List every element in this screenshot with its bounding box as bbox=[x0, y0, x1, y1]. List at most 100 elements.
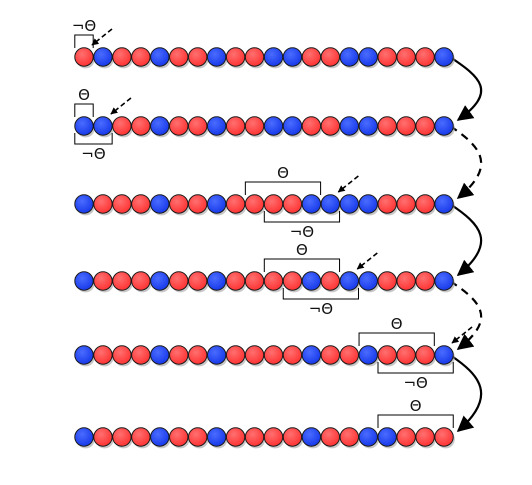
red-ball bbox=[396, 271, 416, 291]
blue-ball bbox=[150, 116, 170, 136]
red-ball bbox=[263, 345, 284, 365]
red-ball bbox=[244, 194, 265, 214]
bracket-below: ¬Θ bbox=[377, 362, 454, 392]
blue-ball bbox=[263, 47, 284, 67]
theta-label: Θ bbox=[296, 241, 308, 259]
red-ball bbox=[93, 194, 113, 214]
blue-ball bbox=[301, 427, 322, 447]
blue-ball bbox=[206, 271, 227, 291]
blue-ball bbox=[339, 271, 359, 291]
solid-transition-arrow bbox=[449, 56, 483, 121]
blue-ball bbox=[339, 47, 359, 67]
chain-row: Θ ¬Θ bbox=[74, 86, 455, 163]
red-ball bbox=[188, 194, 208, 214]
red-ball bbox=[169, 427, 189, 447]
blue-ball bbox=[74, 194, 94, 214]
red-ball bbox=[377, 194, 397, 214]
solid-transition-arrow bbox=[449, 354, 483, 433]
red-ball bbox=[188, 271, 208, 291]
red-ball bbox=[131, 47, 151, 67]
red-ball bbox=[225, 47, 246, 67]
theta-label: Θ bbox=[277, 164, 289, 182]
bracket-above: Θ bbox=[263, 241, 341, 272]
red-ball bbox=[415, 47, 435, 67]
pointer-arrow bbox=[451, 326, 473, 344]
not-theta-label: ¬Θ bbox=[81, 145, 105, 163]
red-ball bbox=[169, 345, 189, 365]
blue-ball bbox=[377, 427, 397, 447]
blue-ball bbox=[282, 47, 303, 67]
red-ball bbox=[244, 116, 265, 136]
blue-ball bbox=[74, 271, 94, 291]
red-ball bbox=[225, 194, 246, 214]
red-ball bbox=[93, 271, 113, 291]
bracket-below: ¬Θ bbox=[263, 211, 341, 241]
pointer-arrow bbox=[356, 252, 378, 270]
dashed-transition-arrow bbox=[449, 280, 483, 350]
red-ball bbox=[396, 427, 416, 447]
red-ball bbox=[74, 47, 94, 67]
red-ball bbox=[263, 427, 284, 447]
red-ball bbox=[339, 345, 359, 365]
red-ball bbox=[415, 116, 435, 136]
blue-ball bbox=[150, 345, 170, 365]
blue-ball bbox=[358, 47, 378, 67]
blue-ball bbox=[358, 271, 378, 291]
red-ball bbox=[112, 47, 132, 67]
red-ball bbox=[131, 271, 151, 291]
red-ball bbox=[301, 116, 322, 136]
bracket-line bbox=[377, 414, 454, 428]
red-ball bbox=[320, 116, 341, 136]
red-ball bbox=[320, 271, 341, 291]
bracket-line bbox=[358, 332, 435, 346]
red-ball bbox=[244, 47, 265, 67]
blue-ball bbox=[301, 271, 322, 291]
red-ball bbox=[93, 345, 113, 365]
bracket-above: ¬Θ bbox=[72, 17, 96, 48]
blue-ball bbox=[434, 271, 454, 291]
red-ball bbox=[225, 271, 246, 291]
blue-ball bbox=[434, 345, 454, 365]
blue-ball bbox=[74, 116, 94, 136]
chain-row: Θ bbox=[74, 397, 455, 449]
red-ball bbox=[415, 271, 435, 291]
red-ball bbox=[415, 194, 435, 214]
red-ball bbox=[131, 345, 151, 365]
red-ball bbox=[339, 427, 359, 447]
blue-ball bbox=[206, 345, 227, 365]
chain-row: Θ ¬Θ bbox=[74, 315, 473, 392]
red-ball bbox=[112, 345, 132, 365]
red-ball bbox=[169, 271, 189, 291]
bracket-above: Θ bbox=[358, 315, 435, 346]
red-ball bbox=[244, 427, 265, 447]
red-ball bbox=[112, 271, 132, 291]
blue-ball bbox=[339, 194, 359, 214]
red-ball bbox=[396, 116, 416, 136]
bracket-line bbox=[263, 258, 341, 272]
pointer-arrow bbox=[91, 28, 113, 46]
bracket-line bbox=[244, 181, 322, 195]
blue-ball bbox=[74, 427, 94, 447]
blue-ball bbox=[263, 116, 284, 136]
red-ball bbox=[320, 47, 341, 67]
not-theta-label: ¬Θ bbox=[403, 374, 427, 392]
red-ball bbox=[282, 194, 303, 214]
red-ball bbox=[131, 427, 151, 447]
red-ball bbox=[282, 271, 303, 291]
blue-ball bbox=[301, 194, 322, 214]
blue-ball bbox=[150, 47, 170, 67]
red-ball bbox=[396, 194, 416, 214]
red-ball bbox=[188, 427, 208, 447]
red-ball bbox=[131, 116, 151, 136]
theta-label: Θ bbox=[78, 86, 90, 104]
blue-ball bbox=[320, 194, 341, 214]
bracket-line bbox=[282, 288, 359, 300]
pointer-arrow bbox=[337, 175, 359, 193]
blue-ball bbox=[434, 116, 454, 136]
blue-ball bbox=[282, 116, 303, 136]
blue-ball bbox=[206, 116, 227, 136]
not-theta-label: ¬Θ bbox=[290, 223, 314, 241]
chain-row: ¬Θ bbox=[72, 17, 455, 69]
red-ball bbox=[415, 345, 435, 365]
red-ball bbox=[282, 345, 303, 365]
